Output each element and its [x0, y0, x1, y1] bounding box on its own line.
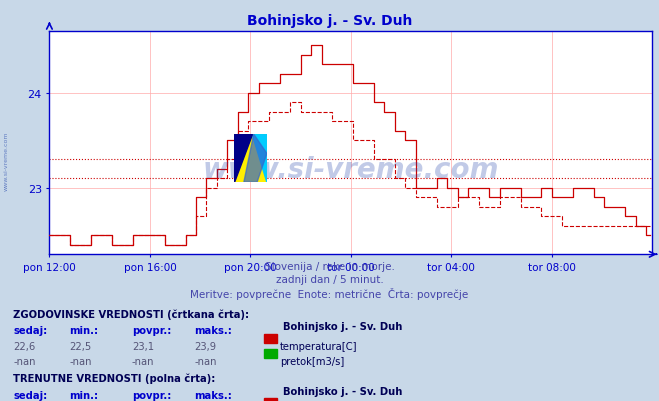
Text: -nan: -nan: [194, 356, 217, 366]
Polygon shape: [234, 135, 252, 183]
Polygon shape: [244, 135, 267, 183]
Text: Slovenija / reke in morje.: Slovenija / reke in morje.: [264, 261, 395, 271]
Polygon shape: [234, 135, 267, 183]
Text: -nan: -nan: [69, 356, 92, 366]
Text: sedaj:: sedaj:: [13, 390, 47, 400]
Text: zadnji dan / 5 minut.: zadnji dan / 5 minut.: [275, 274, 384, 284]
Text: 23,1: 23,1: [132, 341, 154, 351]
Text: 22,5: 22,5: [69, 341, 92, 351]
Text: TRENUTNE VREDNOSTI (polna črta):: TRENUTNE VREDNOSTI (polna črta):: [13, 373, 215, 383]
Polygon shape: [252, 135, 267, 183]
Text: 23,9: 23,9: [194, 341, 217, 351]
Text: Bohinjsko j. - Sv. Duh: Bohinjsko j. - Sv. Duh: [283, 386, 403, 396]
Text: min.:: min.:: [69, 326, 98, 336]
Text: Bohinjsko j. - Sv. Duh: Bohinjsko j. - Sv. Duh: [247, 14, 412, 28]
Text: maks.:: maks.:: [194, 390, 232, 400]
Text: min.:: min.:: [69, 390, 98, 400]
Text: Bohinjsko j. - Sv. Duh: Bohinjsko j. - Sv. Duh: [283, 322, 403, 332]
Text: pretok[m3/s]: pretok[m3/s]: [280, 356, 344, 366]
Text: 22,6: 22,6: [13, 341, 36, 351]
Text: -nan: -nan: [132, 356, 154, 366]
Text: maks.:: maks.:: [194, 326, 232, 336]
Text: ZGODOVINSKE VREDNOSTI (črtkana črta):: ZGODOVINSKE VREDNOSTI (črtkana črta):: [13, 309, 249, 319]
Text: temperatura[C]: temperatura[C]: [280, 341, 358, 351]
Text: sedaj:: sedaj:: [13, 326, 47, 336]
Text: Meritve: povprečne  Enote: metrične  Črta: povprečje: Meritve: povprečne Enote: metrične Črta:…: [190, 287, 469, 299]
Text: povpr.:: povpr.:: [132, 326, 171, 336]
Text: www.si-vreme.com: www.si-vreme.com: [203, 156, 499, 184]
Text: -nan: -nan: [13, 356, 36, 366]
Text: www.si-vreme.com: www.si-vreme.com: [4, 131, 9, 190]
Text: povpr.:: povpr.:: [132, 390, 171, 400]
